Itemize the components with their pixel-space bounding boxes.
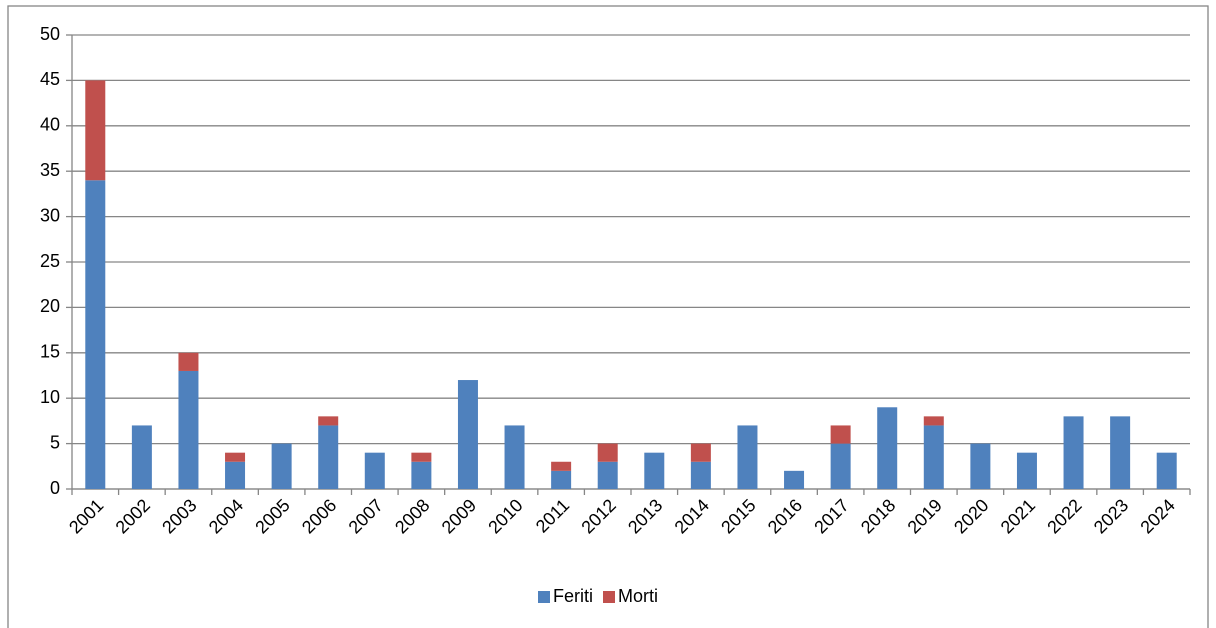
bar-segment xyxy=(1063,416,1084,489)
y-tick-label: 5 xyxy=(50,432,60,452)
bar-segment xyxy=(225,452,246,462)
bar-segment xyxy=(551,470,572,489)
bar-segment xyxy=(830,443,851,489)
y-tick-label: 35 xyxy=(40,160,60,180)
bar-segment xyxy=(970,443,991,489)
bar-segment xyxy=(225,461,246,489)
y-tick-label: 30 xyxy=(40,205,60,225)
bar-segment xyxy=(457,380,478,489)
bar-segment xyxy=(597,443,618,462)
bar-segment xyxy=(131,425,152,489)
legend-swatch xyxy=(603,591,615,603)
bar-segment xyxy=(923,425,944,489)
bar-segment xyxy=(690,443,711,462)
bar-segment xyxy=(923,416,944,426)
bar-segment xyxy=(271,443,292,489)
bar-segment xyxy=(178,370,199,489)
chart-border xyxy=(7,5,1209,628)
legend-swatch xyxy=(538,591,550,603)
bar-segment xyxy=(830,425,851,444)
y-tick-label: 45 xyxy=(40,69,60,89)
bar-segment xyxy=(178,352,199,371)
y-tick-label: 10 xyxy=(40,387,60,407)
bar-segment xyxy=(411,461,432,489)
bar-segment xyxy=(1016,452,1037,489)
bar-segment xyxy=(85,80,106,181)
y-tick-label: 40 xyxy=(40,115,60,135)
bar-segment xyxy=(85,180,106,489)
bar-segment xyxy=(551,461,572,471)
y-tick-label: 20 xyxy=(40,296,60,316)
bar-segment xyxy=(1156,452,1177,489)
bar-segment xyxy=(737,425,758,489)
legend-label: Morti xyxy=(618,586,658,606)
bar-segment xyxy=(877,407,898,489)
bar-segment xyxy=(784,470,805,489)
y-tick-label: 0 xyxy=(50,478,60,498)
y-tick-label: 25 xyxy=(40,251,60,271)
bar-segment xyxy=(411,452,432,462)
bar-segment xyxy=(504,425,525,489)
bar-segment xyxy=(597,461,618,489)
y-tick-label: 15 xyxy=(40,342,60,362)
y-tick-label: 50 xyxy=(40,24,60,44)
bar-segment xyxy=(644,452,665,489)
bar-segment xyxy=(690,461,711,489)
bar-segment xyxy=(364,452,385,489)
bar-segment xyxy=(318,425,339,489)
bar-segment xyxy=(1110,416,1131,489)
bar-segment xyxy=(318,416,339,426)
legend-label: Feriti xyxy=(553,586,593,606)
